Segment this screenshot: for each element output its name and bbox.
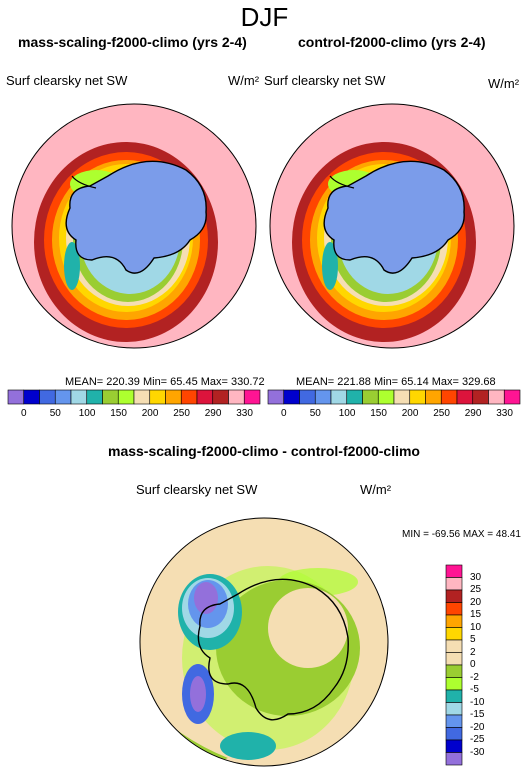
right-polar-map (269, 103, 515, 349)
right-colorbar-swatch (503, 389, 521, 405)
right-colorbar-swatch (299, 389, 316, 405)
right-colorbar-tick-label: 330 (496, 408, 513, 419)
left-colorbar-tick-label: 150 (110, 408, 127, 419)
right-colorbar-swatch (314, 389, 332, 405)
diff-colorbar-swatch (445, 752, 463, 766)
left-colorbar-tick-label: 200 (141, 408, 159, 419)
diff-colorbar-tick-label: 10 (470, 621, 482, 633)
left-colorbar-swatch (196, 389, 214, 405)
diff-panel-title: mass-scaling-f2000-climo - control-f2000… (108, 443, 420, 459)
right-colorbar-swatch (362, 389, 379, 405)
diff-colorbar-swatch (445, 577, 463, 591)
right-colorbar-swatch (377, 389, 395, 405)
diff-colorbar-tick-label: -20 (470, 721, 485, 733)
left-panel-title: mass-scaling-f2000-climo (yrs 2-4) (18, 34, 247, 50)
diff-colorbar-swatch (445, 689, 463, 703)
diff-variable-label: Surf clearsky net SW (136, 482, 258, 497)
diff-colorbar-tick-label: -5 (470, 684, 479, 695)
left-colorbar-swatch (117, 389, 135, 405)
right-colorbar-swatch (472, 389, 489, 405)
left-colorbar-tick-label: 250 (173, 408, 190, 419)
right-colorbar-swatch (346, 389, 363, 405)
diff-colorbar-swatch (445, 677, 463, 691)
left-colorbar-swatch (86, 389, 103, 405)
right-colorbar-swatch (409, 389, 426, 405)
left-colorbar-swatch (212, 389, 229, 405)
right-colorbar-swatch (267, 389, 285, 405)
diff-colorbar-tick-label: 0 (470, 659, 476, 670)
left-colorbar-swatch (180, 389, 198, 405)
diff-colorbar-swatch (445, 727, 463, 741)
left-colorbar-swatch (149, 389, 166, 405)
left-colorbar-swatch (102, 389, 119, 405)
right-colorbar-swatch (425, 389, 442, 405)
right-colorbar-swatch (283, 389, 300, 405)
right-colorbar-tick-label: 0 (280, 408, 287, 419)
left-stats: MEAN= 220.39 Min= 65.45 Max= 330.72 (65, 376, 265, 388)
diff-polar-map (139, 517, 389, 767)
diff-colorbar-tick-label: 25 (470, 584, 482, 595)
left-colorbar-tick-label: 100 (78, 408, 96, 419)
right-panel-title: control-f2000-climo (yrs 2-4) (298, 34, 486, 50)
left-colorbar-tick-label: 290 (204, 408, 222, 419)
diff-colorbar-tick-label: 20 (470, 596, 482, 608)
left-colorbar-tick-label: 330 (236, 408, 253, 419)
right-colorbar-tick-label: 250 (433, 408, 450, 419)
diff-colorbar (445, 564, 463, 766)
diff-colorbar-tick-label: -10 (470, 696, 485, 708)
right-colorbar-swatch (330, 389, 348, 405)
right-colorbar (267, 389, 521, 405)
right-colorbar-swatch (440, 389, 458, 405)
diff-colorbar-swatch (445, 664, 463, 678)
left-colorbar-swatch (243, 389, 261, 405)
diff-colorbar-swatch (445, 639, 463, 653)
diff-colorbar-swatch (445, 564, 463, 578)
left-variable-label: Surf clearsky net SW (6, 73, 128, 88)
left-colorbar-swatch (39, 389, 56, 405)
left-colorbar-tick-label: 50 (49, 408, 61, 419)
left-colorbar-swatch (133, 389, 151, 405)
diff-colorbar-swatch (445, 652, 463, 666)
diff-colorbar-swatch (445, 714, 463, 728)
diff-colorbar-swatch (445, 614, 463, 628)
right-colorbar-swatch (488, 389, 505, 405)
diff-colorbar-swatch (445, 739, 463, 753)
right-colorbar-tick-label: 50 (309, 408, 321, 419)
diff-stats: MIN = -69.56 MAX = 48.41 (402, 529, 521, 540)
left-colorbar-swatch (7, 389, 25, 405)
diff-colorbar-tick-label: -30 (470, 746, 485, 758)
left-colorbar-swatch (70, 389, 88, 405)
figure-title: DJF (240, 2, 289, 32)
diff-colorbar-swatch (445, 702, 463, 716)
left-colorbar-swatch (54, 389, 72, 405)
diff-colorbar-tick-label: -25 (470, 734, 485, 745)
diff-colorbar-tick-label: 30 (470, 571, 482, 583)
right-colorbar-swatch (393, 389, 411, 405)
left-colorbar (7, 389, 261, 405)
right-variable-label: Surf clearsky net SW (264, 73, 386, 88)
diff-colorbar-swatch (445, 589, 463, 603)
diff-units-label: W/m² (360, 482, 392, 497)
right-colorbar-tick-label: 100 (338, 408, 356, 419)
left-units-label: W/m² (228, 73, 260, 88)
left-colorbar-swatch (228, 389, 245, 405)
diff-colorbar-tick-label: 5 (470, 634, 476, 645)
right-colorbar-tick-label: 200 (401, 408, 419, 419)
left-colorbar-swatch (165, 389, 182, 405)
left-polar-map (11, 103, 257, 349)
right-colorbar-tick-label: 290 (464, 408, 482, 419)
diff-colorbar-swatch (445, 602, 463, 616)
diff-colorbar-tick-label: -2 (470, 671, 479, 683)
right-colorbar-tick-label: 150 (370, 408, 387, 419)
left-colorbar-swatch (23, 389, 40, 405)
diff-colorbar-tick-label: 15 (470, 609, 482, 620)
right-colorbar-swatch (456, 389, 474, 405)
right-stats: MEAN= 221.88 Min= 65.14 Max= 329.68 (296, 376, 496, 388)
diff-colorbar-tick-label: 2 (470, 646, 476, 658)
diff-colorbar-tick-label: -15 (470, 709, 485, 720)
diff-colorbar-swatch (445, 627, 463, 641)
left-colorbar-tick-label: 0 (20, 408, 27, 419)
right-units-label: W/m² (488, 76, 520, 91)
